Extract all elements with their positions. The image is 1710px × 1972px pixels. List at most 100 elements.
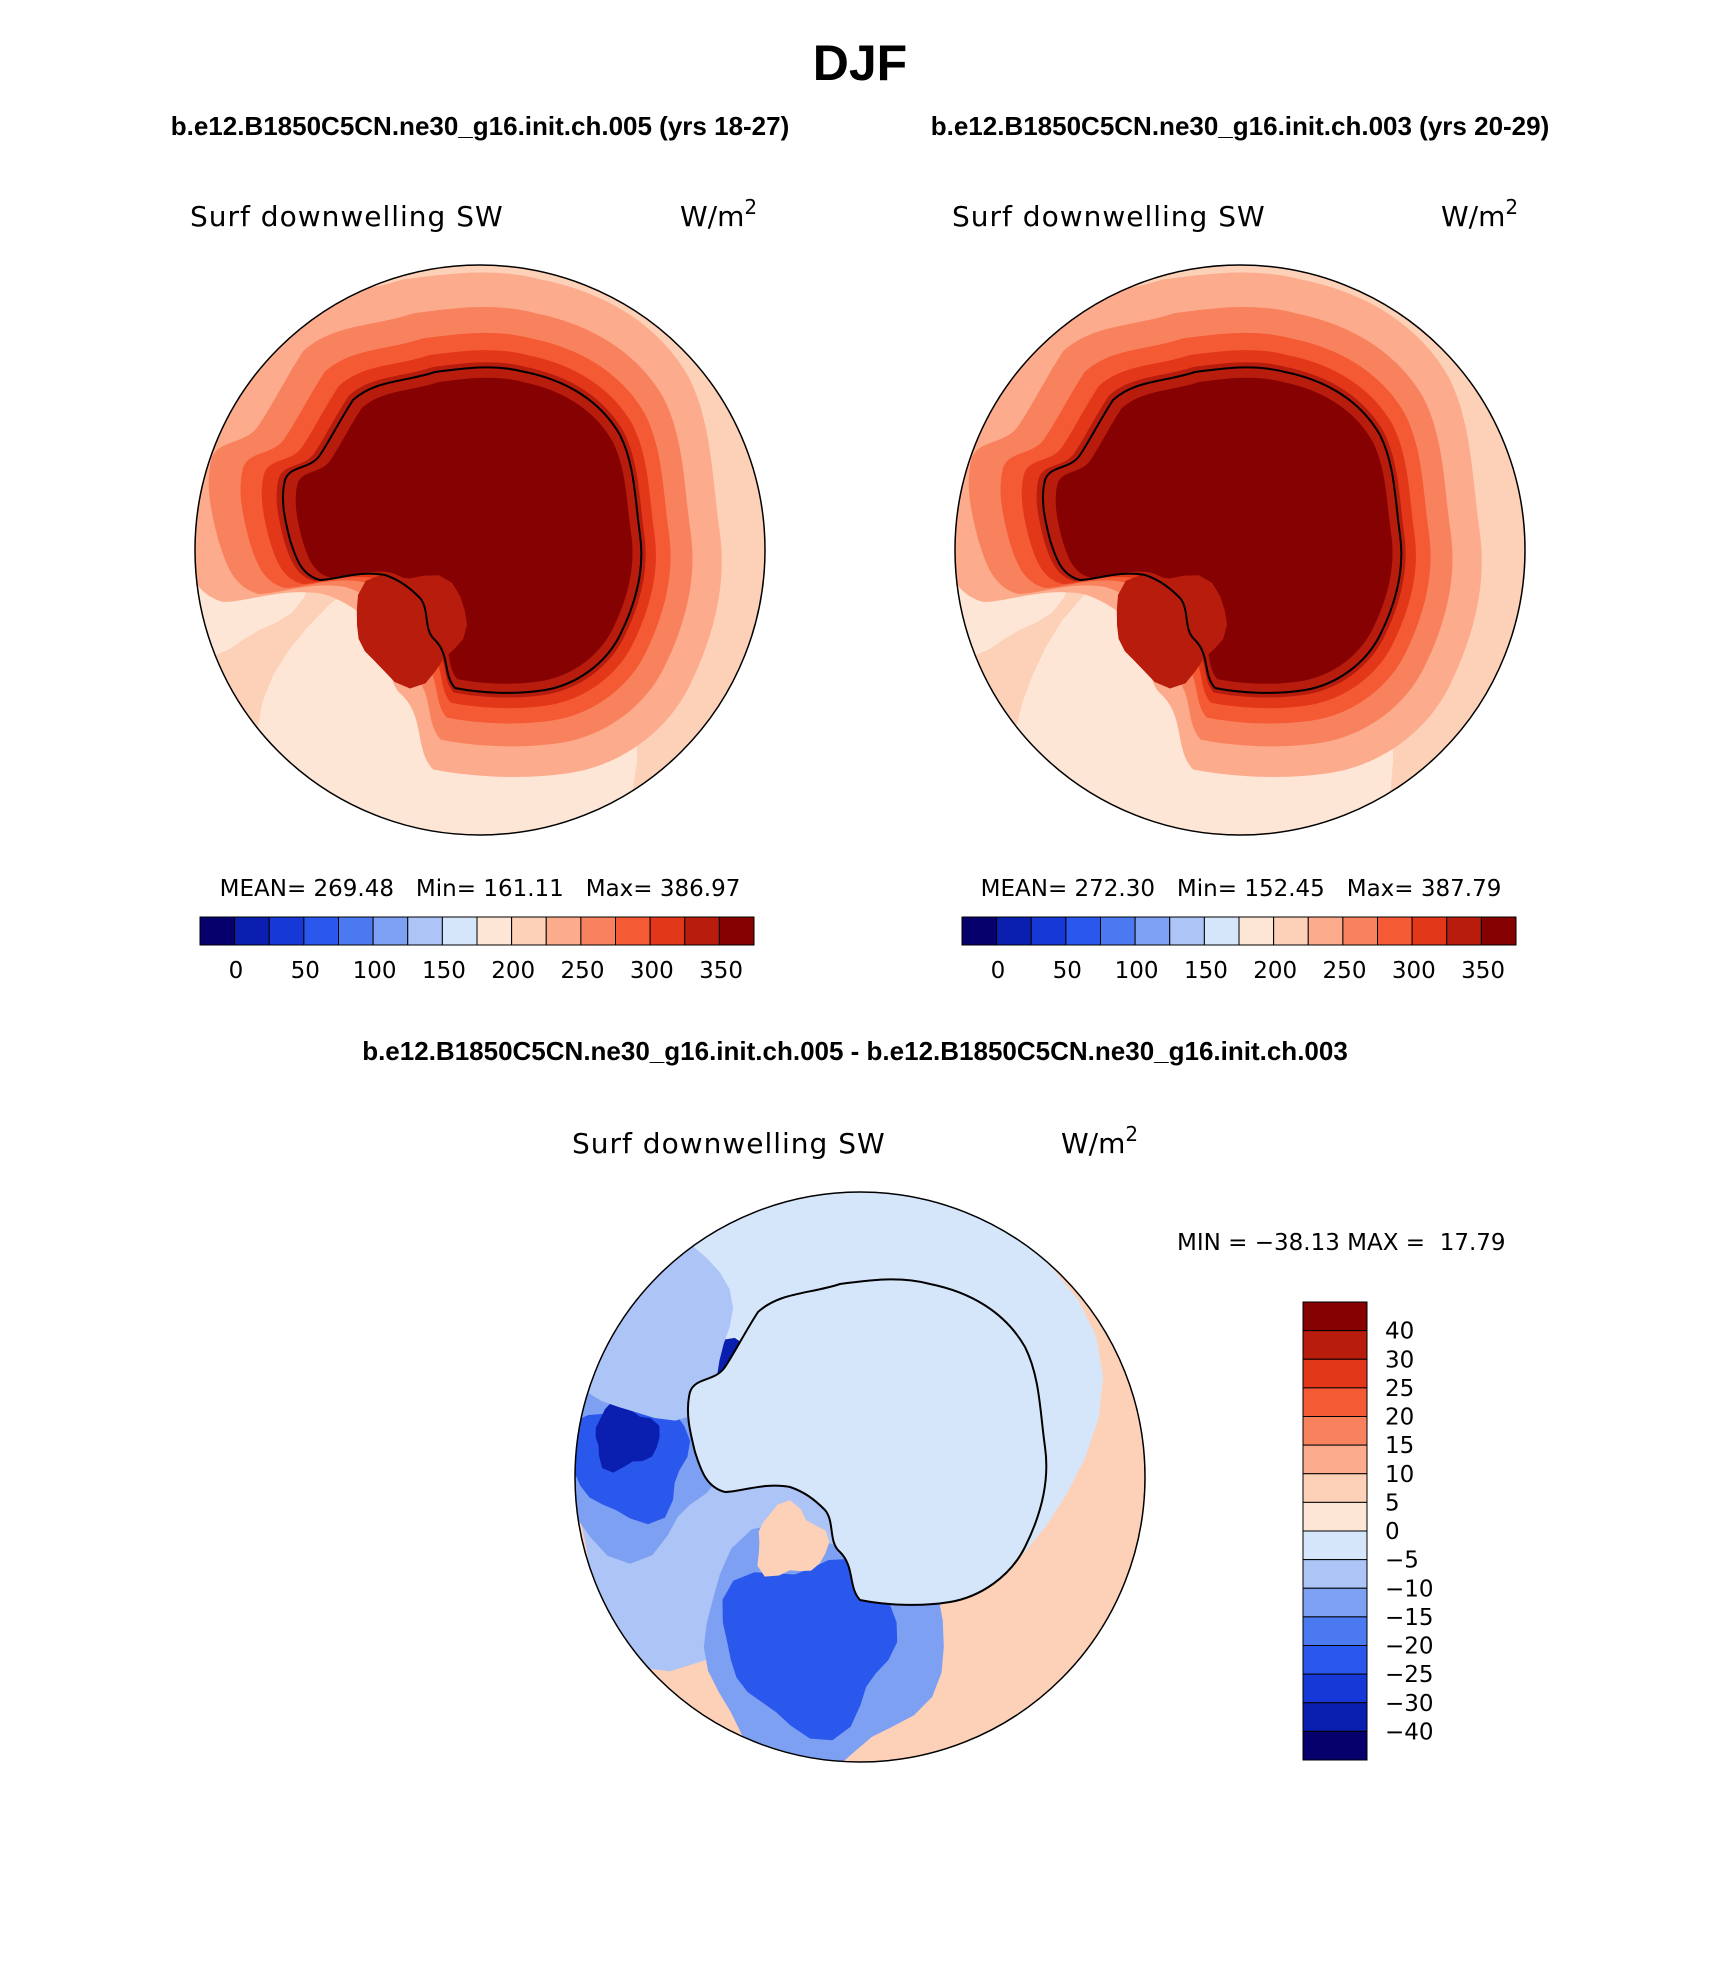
- panel1-stats: MEAN= 269.48 Min= 161.11 Max= 386.97: [220, 876, 741, 902]
- colorbar-label: −10: [1385, 1576, 1434, 1602]
- panel3-stats: MIN = −38.13 MAX = 17.79: [1177, 1230, 1506, 1256]
- colorbar-swatch: [684, 916, 720, 946]
- colorbar-swatch: [1302, 1645, 1368, 1675]
- panel-diff: Surf downwelling SW W/m2 MIN = −38.13 MA…: [572, 1122, 1506, 1763]
- colorbar-label: −30: [1385, 1691, 1434, 1717]
- panel2-variable: Surf downwelling SW: [952, 200, 1266, 233]
- colorbar-swatch: [1100, 916, 1136, 946]
- colorbar-swatch: [511, 916, 547, 946]
- panel1-colorbar: 0 50 100 150 200 250 300 350: [199, 916, 755, 984]
- colorbar-swatch: [1302, 1702, 1368, 1732]
- map-border: [194, 264, 766, 836]
- colorbar-swatch: [718, 916, 755, 946]
- colorbar-swatch: [1302, 1358, 1368, 1389]
- colorbar-swatch: [1238, 916, 1275, 946]
- sw-contour-band: [356, 574, 467, 689]
- panel2-stats: MEAN= 272.30 Min= 152.45 Max= 387.79: [981, 876, 1502, 902]
- colorbar-swatch: [407, 916, 443, 946]
- colorbar-label: 40: [1385, 1319, 1414, 1345]
- colorbar-swatch: [338, 916, 374, 946]
- colorbar-label: 250: [561, 958, 605, 984]
- colorbar-swatch: [1411, 916, 1448, 946]
- colorbar-swatch: [1302, 1301, 1368, 1332]
- panel1-variable: Surf downwelling SW: [190, 200, 504, 233]
- colorbar-label: 350: [1461, 958, 1505, 984]
- colorbar-swatch: [961, 916, 998, 946]
- panel2-units: W/m2: [1441, 195, 1518, 233]
- map-border: [954, 264, 1526, 836]
- diff-contour-band: [757, 1500, 830, 1577]
- colorbar-swatch: [1307, 916, 1344, 946]
- colorbar-swatch: [1302, 1673, 1368, 1704]
- diff-contour-band: [595, 1400, 660, 1473]
- colorbar-swatch: [580, 916, 616, 946]
- colorbar-swatch: [1203, 916, 1240, 946]
- colorbar-label: 300: [1392, 958, 1436, 984]
- colorbar-swatch: [1302, 1616, 1368, 1646]
- colorbar-swatch: [1446, 916, 1482, 946]
- panel1-map: [194, 264, 766, 836]
- colorbar-label: 10: [1385, 1462, 1414, 1488]
- colorbar-swatch: [441, 916, 478, 946]
- colorbar-label: 30: [1385, 1347, 1414, 1373]
- colorbar-label: 50: [1053, 958, 1082, 984]
- colorbar-label: 20: [1385, 1405, 1414, 1431]
- colorbar-swatch: [1302, 1501, 1368, 1532]
- diff-contour-band: [722, 1559, 898, 1741]
- colorbar-label: 150: [422, 958, 466, 984]
- colorbar-swatch: [1302, 1587, 1368, 1618]
- colorbar-swatch: [545, 916, 582, 946]
- colorbar-label: −40: [1385, 1719, 1434, 1745]
- colorbar-swatch: [372, 916, 409, 946]
- colorbar-label: 200: [1253, 958, 1297, 984]
- case1-title: b.e12.B1850C5CN.ne30_g16.init.ch.005 (yr…: [171, 111, 790, 141]
- colorbar-label: −25: [1385, 1662, 1434, 1688]
- panel2-map: [954, 264, 1526, 836]
- colorbar-label: 50: [291, 958, 320, 984]
- panel-case1: Surf downwelling SW W/m2 MEAN= 269.48 Mi…: [190, 195, 766, 984]
- colorbar-label: 5: [1385, 1490, 1400, 1516]
- colorbar-swatch: [1302, 1559, 1368, 1589]
- colorbar-swatch: [1030, 916, 1067, 946]
- colorbar-swatch: [1342, 916, 1378, 946]
- panel3-map: [574, 1191, 1146, 1763]
- colorbar-swatch: [1065, 916, 1101, 946]
- figure-title: DJF: [813, 35, 907, 91]
- panel3-units: W/m2: [1061, 1122, 1138, 1160]
- colorbar-swatch: [1169, 916, 1205, 946]
- panel1-units: W/m2: [680, 195, 757, 233]
- colorbar-swatch: [1302, 1530, 1368, 1561]
- panel2-colorbar: 0 50 100 150 200 250 300 350: [961, 916, 1517, 984]
- map-border: [574, 1191, 1146, 1763]
- colorbar-label: 350: [699, 958, 743, 984]
- colorbar-label: 0: [1385, 1519, 1400, 1545]
- colorbar-swatch: [1302, 1387, 1368, 1417]
- colorbar-label: 250: [1323, 958, 1367, 984]
- colorbar-label: 300: [630, 958, 674, 984]
- colorbar-label: −15: [1385, 1605, 1434, 1631]
- colorbar-label: 0: [991, 958, 1006, 984]
- colorbar-label: 150: [1184, 958, 1228, 984]
- colorbar-swatch: [476, 916, 513, 946]
- colorbar-swatch: [1480, 916, 1517, 946]
- panel3-variable: Surf downwelling SW: [572, 1127, 886, 1160]
- diff-title: b.e12.B1850C5CN.ne30_g16.init.ch.005 - b…: [362, 1036, 1348, 1066]
- colorbar-swatch: [234, 916, 270, 946]
- colorbar-label: 100: [1115, 958, 1159, 984]
- colorbar-label: 200: [491, 958, 535, 984]
- colorbar-label: 15: [1385, 1433, 1414, 1459]
- colorbar-swatch: [649, 916, 686, 946]
- colorbar-swatch: [1302, 1330, 1368, 1360]
- colorbar-swatch: [1302, 1416, 1368, 1446]
- sw-contour-band: [1116, 574, 1227, 689]
- colorbar-swatch: [1302, 1444, 1368, 1475]
- colorbar-swatch: [1377, 916, 1413, 946]
- case2-title: b.e12.B1850C5CN.ne30_g16.init.ch.003 (yr…: [931, 111, 1550, 141]
- colorbar-swatch: [1134, 916, 1171, 946]
- colorbar-label: 25: [1385, 1376, 1414, 1402]
- colorbar-swatch: [1273, 916, 1309, 946]
- colorbar-swatch: [268, 916, 305, 946]
- colorbar-swatch: [1302, 1473, 1368, 1503]
